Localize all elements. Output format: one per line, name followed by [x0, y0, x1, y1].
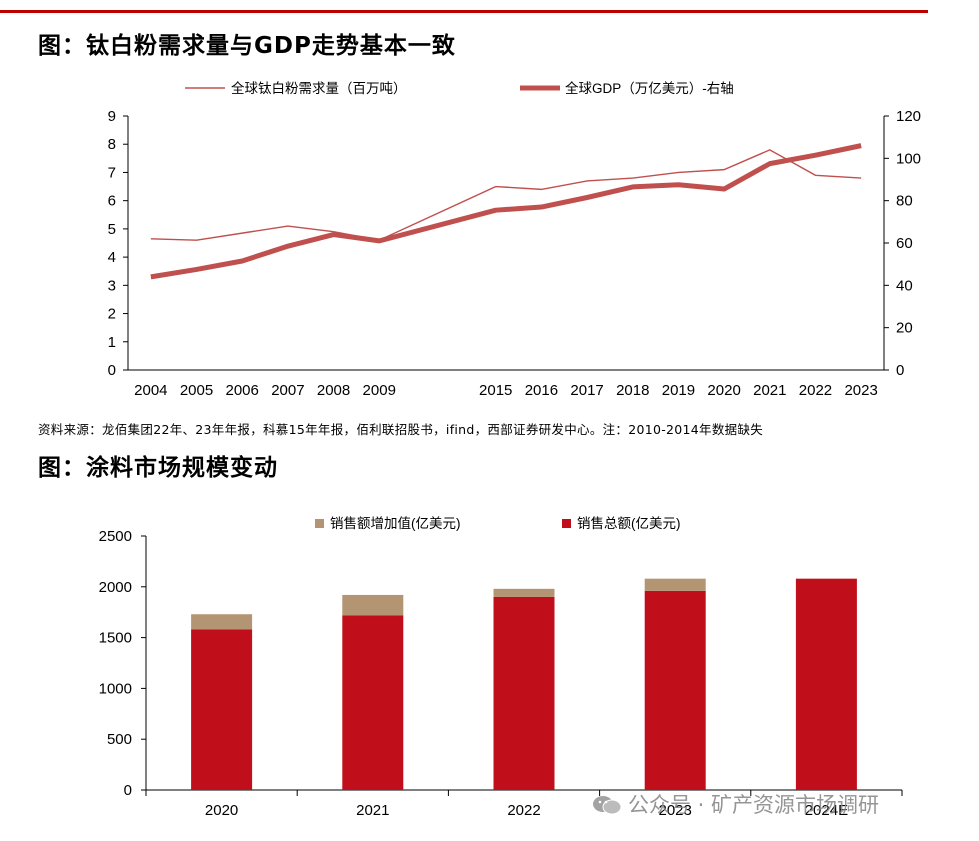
y-tick-label: 1000 [99, 680, 132, 697]
legend-swatch-total [562, 519, 571, 528]
bar-sales-total [644, 590, 706, 790]
x-tick-label: 2022 [799, 382, 832, 399]
legend-label-increase: 销售额增加值(亿美元) [330, 516, 461, 531]
legend-swatch-increase [315, 519, 324, 528]
figure1-title: 图：钛白粉需求量与GDP走势基本一致 [38, 33, 456, 59]
y-tick-label: 2000 [99, 579, 132, 596]
y-tick-label: 2500 [99, 528, 132, 545]
right-tick-label: 120 [896, 108, 921, 125]
x-tick-label: 2024E [805, 802, 848, 819]
x-tick-label: 2023 [659, 802, 692, 819]
bar-sales-total [191, 629, 253, 790]
legend-label-total: 销售总额(亿美元) [577, 516, 681, 531]
bar-sales-increase [493, 588, 555, 597]
left-tick-label: 1 [108, 334, 116, 351]
right-tick-label: 0 [896, 362, 904, 379]
left-tick-label: 2 [108, 306, 116, 323]
x-tick-label: 2018 [616, 382, 649, 399]
y-tick-label: 1500 [99, 630, 132, 647]
x-tick-label: 2016 [525, 382, 558, 399]
left-tick-label: 4 [108, 249, 116, 266]
x-tick-label: 2020 [205, 802, 238, 819]
watermark-text: 公众号 · 矿产资源市场调研 [628, 793, 880, 817]
left-tick-label: 5 [108, 221, 116, 238]
bar-sales-total [795, 578, 857, 790]
x-tick-label: 2007 [271, 382, 304, 399]
x-tick-label: 2023 [844, 382, 877, 399]
y-tick-label: 0 [124, 782, 132, 799]
x-tick-label: 2021 [753, 382, 786, 399]
left-tick-label: 3 [108, 277, 116, 294]
x-tick-label: 2005 [180, 382, 213, 399]
left-tick-label: 0 [108, 362, 116, 379]
right-tick-label: 80 [896, 193, 913, 210]
legend-label-titanium: 全球钛白粉需求量（百万吨） [231, 80, 407, 96]
bar-sales-increase [191, 614, 253, 630]
watermark: 公众号 · 矿产资源市场调研 [592, 789, 879, 819]
bar-sales-increase [342, 594, 404, 616]
wechat-icon [593, 796, 622, 815]
line-chart-titanium-gdp: 0 1 2 3 4 5 6 7 8 9 0 20 40 60 80 100 120 2004 2005 2006 200… [108, 80, 921, 399]
x-tick-label: 2019 [662, 382, 695, 399]
figure1-source-note: 资料来源：龙佰集团22年、23年年报，科慕15年年报，佰利联招股书，ifind，… [38, 422, 764, 437]
top-rule [0, 10, 928, 13]
bar-sales-increase [644, 578, 706, 591]
x-tick-label: 2015 [479, 382, 512, 399]
bar-sales-total [342, 615, 404, 790]
bar-sales-total [493, 596, 555, 790]
x-tick-label: 2009 [363, 382, 396, 399]
series-line-global-gdp [150, 143, 862, 280]
legend-label-gdp: 全球GDP（万亿美元）-右轴 [565, 80, 734, 96]
right-tick-label: 100 [896, 150, 921, 167]
x-tick-label: 2021 [356, 802, 389, 819]
left-tick-label: 8 [108, 136, 116, 153]
series-line-titanium-demand [150, 149, 862, 241]
y-tick-label: 500 [107, 731, 132, 748]
figure2-title: 图：涂料市场规模变动 [38, 455, 278, 481]
left-tick-label: 7 [108, 164, 116, 181]
x-tick-label: 2022 [507, 802, 540, 819]
x-tick-label: 2017 [570, 382, 603, 399]
x-tick-label: 2004 [134, 382, 167, 399]
left-tick-label: 6 [108, 193, 116, 210]
left-tick-label: 9 [108, 108, 116, 125]
x-tick-label: 2020 [707, 382, 740, 399]
right-tick-label: 60 [896, 235, 913, 252]
x-tick-label: 2006 [226, 382, 259, 399]
right-tick-label: 40 [896, 277, 913, 294]
x-tick-label: 2008 [317, 382, 350, 399]
right-tick-label: 20 [896, 320, 913, 337]
